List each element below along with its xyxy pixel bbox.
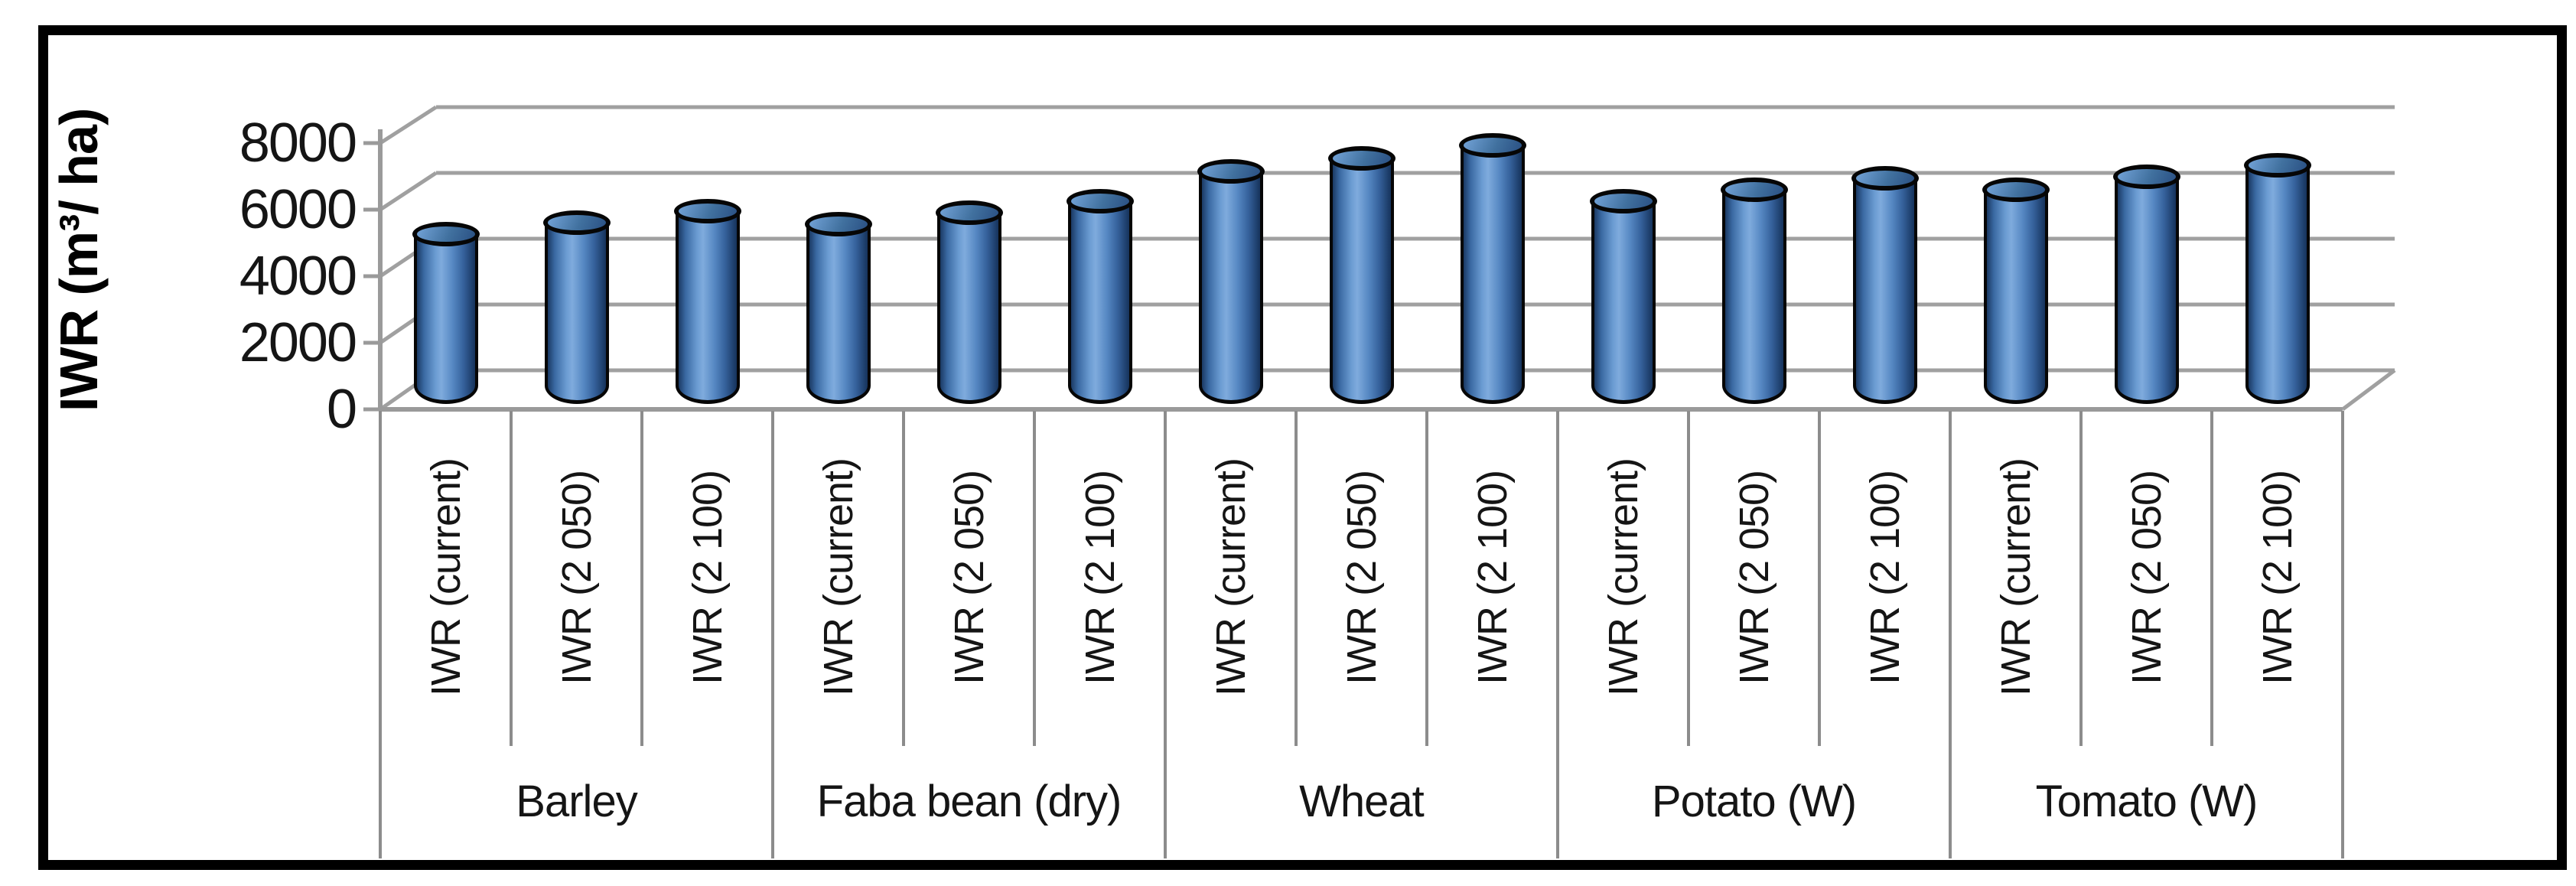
bar-cylinder: [542, 210, 611, 404]
bar-cylinder-body: [1591, 201, 1656, 404]
bar-cylinder: [1458, 133, 1526, 404]
bar-cylinder: [1982, 178, 2050, 404]
group-label: Tomato (W): [2035, 777, 2258, 826]
bar-cylinder-body: [1983, 190, 2048, 404]
bar-cylinder-top: [804, 212, 872, 236]
bar-cylinder-top: [1589, 189, 1657, 213]
category-label: IWR (2 100): [1076, 470, 1123, 686]
category-label: IWR (2 050): [553, 470, 600, 686]
bar-cylinder-top: [1458, 133, 1526, 158]
bar-cylinder-body: [1852, 178, 1917, 404]
bar-cylinder: [1066, 189, 1134, 404]
bar-cylinder: [804, 212, 872, 404]
y-tick-label: 4000: [239, 246, 357, 307]
bar-cylinder-body: [1329, 158, 1394, 404]
category-label: IWR (2 100): [2254, 470, 2301, 686]
category-label: IWR (current): [815, 458, 861, 697]
bar-cylinder-body: [936, 213, 1001, 404]
bar-cylinder-body: [1721, 190, 1786, 404]
y-tick-label: 0: [326, 379, 357, 440]
bar-cylinder-body: [544, 223, 609, 404]
bar-cylinder-top: [673, 199, 741, 223]
bar-cylinder-top: [1066, 189, 1134, 213]
category-label: IWR (current): [1600, 458, 1646, 697]
category-label: IWR (2 050): [2123, 470, 2170, 686]
y-axis-title: IWR (m³/ ha): [49, 108, 109, 412]
group-label: Potato (W): [1651, 777, 1857, 826]
bar-cylinder-top: [935, 200, 1003, 225]
bar-cylinder-top: [412, 222, 480, 246]
bar-cylinder-body: [2114, 177, 2179, 404]
bar-cylinder-body: [1067, 201, 1132, 404]
bar-cylinder: [1197, 159, 1265, 404]
category-label: IWR (2 050): [946, 470, 992, 686]
bar-cylinder-top: [1720, 178, 1788, 202]
floor-right-edge: [2341, 369, 2396, 411]
bar-cylinder: [1589, 189, 1657, 404]
gridline-connector: [379, 171, 438, 212]
y-tick-label: 6000: [239, 179, 357, 240]
bar-cylinder-top: [542, 210, 611, 235]
bar-cylinder-body: [413, 234, 478, 404]
bar-cylinder: [1327, 146, 1395, 404]
category-label: IWR (2 100): [1861, 470, 1908, 686]
gridline-connector: [379, 105, 438, 145]
bar-cylinder: [673, 199, 741, 404]
bar-cylinder-body: [1460, 145, 1525, 404]
bar-cylinder: [2243, 153, 2311, 404]
bar-cylinder: [935, 200, 1003, 404]
category-label: IWR (2 050): [1731, 470, 1777, 686]
bar-cylinder: [412, 222, 480, 404]
group-label: Wheat: [1299, 777, 1425, 826]
category-label: IWR (current): [422, 458, 469, 697]
category-label: IWR (2 050): [1338, 470, 1385, 686]
bar-cylinder: [1720, 178, 1788, 404]
group-label: Faba bean (dry): [816, 777, 1122, 826]
bar-cylinder-body: [1198, 171, 1263, 404]
bar-cylinder: [2112, 164, 2180, 404]
y-tick-label: 2000: [239, 312, 357, 373]
bar-cylinder-top: [1197, 159, 1265, 184]
bar-cylinder-top: [1982, 178, 2050, 202]
category-label: IWR (current): [1207, 458, 1254, 697]
bar-cylinder-top: [1327, 146, 1395, 171]
group-label: Barley: [516, 777, 637, 826]
y-tick-label: 8000: [239, 112, 357, 174]
bar-cylinder-top: [2112, 164, 2180, 189]
category-label: IWR (2 100): [1469, 470, 1516, 686]
bar-cylinder-top: [2243, 153, 2311, 178]
bar-cylinder-body: [2245, 165, 2310, 404]
bar-cylinder-body: [806, 224, 871, 404]
bar-cylinder-top: [1851, 166, 1919, 191]
bar-cylinder: [1851, 166, 1919, 404]
category-label: IWR (current): [1992, 458, 2039, 697]
bar-cylinder-body: [675, 211, 740, 404]
category-label: IWR (2 100): [684, 470, 731, 686]
